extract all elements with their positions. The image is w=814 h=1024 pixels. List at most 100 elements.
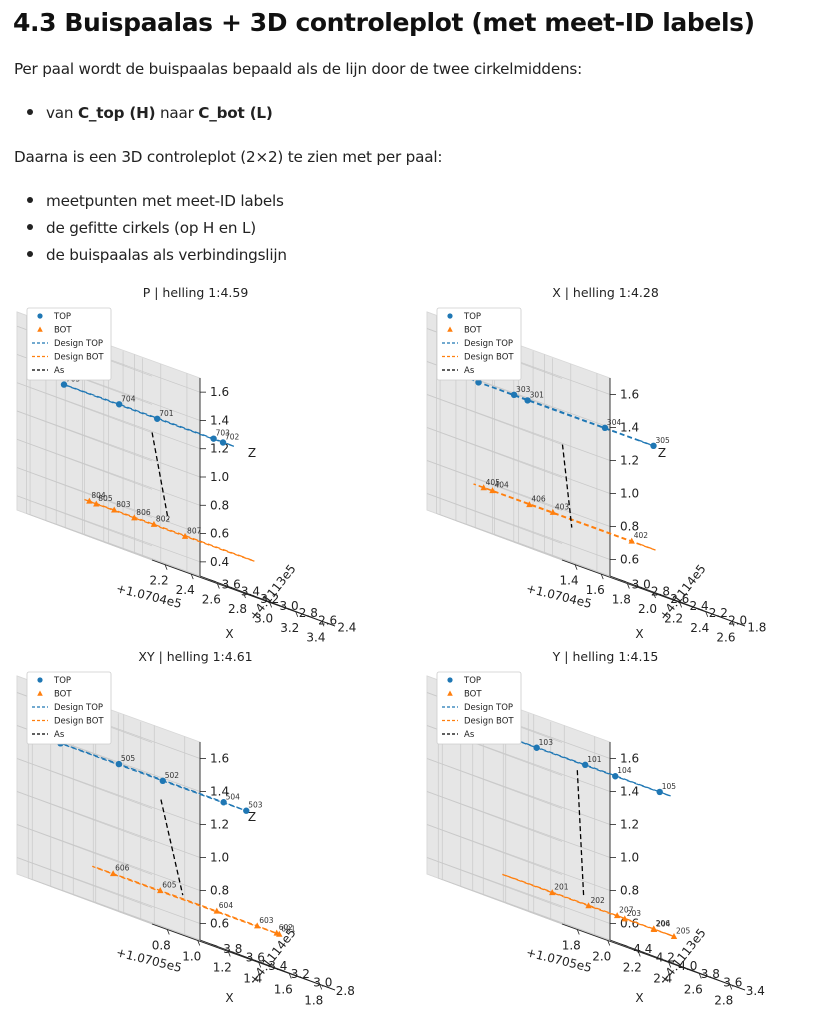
legend-box [26,307,112,381]
legend-label: As [464,366,475,376]
bot-point-label: 207 [619,906,634,915]
top-point [524,397,531,404]
list-item: de gefitte cirkels (op H en L) [27,219,256,237]
bot-point [670,932,678,939]
intro2-paragraph: Daarna is een 3D controleplot (2×2) te z… [14,148,443,166]
chart-p: P | helling 1:4.592.22.42.62.83.03.23.42… [16,285,356,644]
z-tick-label: 0.8 [620,520,639,534]
list-item-text: de gefitte cirkels (op H en L) [46,219,256,237]
bot-point-label: 803 [116,500,131,509]
y-tick-label: 2.8 [651,585,670,599]
grid-line-z [426,493,611,560]
bot-point [131,514,138,521]
z-tick-label: 1.6 [210,752,229,766]
y-tick [696,607,703,611]
legend-label: TOP [53,312,71,322]
z-tick-label: 0.8 [620,884,639,898]
bot-point [109,870,117,877]
z-tick-label: 1.6 [620,388,639,402]
grid-line-z [16,410,201,478]
bot-point [549,508,557,515]
z-axis-label: Z [248,446,256,460]
bot-point [613,912,621,919]
bot-point-label: 402 [634,531,649,540]
z-tick-label: 0.8 [210,884,229,898]
z-tick-label: 1.0 [620,851,639,865]
y-axis-line [609,939,746,991]
list-item-text: meetpunten met meet-ID labels [46,192,284,210]
chart-title: XY | helling 1:4.61 [138,649,252,664]
z-tick-label: 1.4 [620,785,639,799]
pile-axis-line [160,799,184,896]
bot-point-label: 201 [554,883,569,892]
x-tick [227,951,231,957]
x-tick-label: 2.6 [684,983,703,997]
y-tick [301,977,308,980]
chart-legend: TOP BOT Design TOP Design BOT As [436,671,522,745]
y-tick-label: 2.0 [728,613,747,627]
y-tick-label: 3.0 [313,976,332,990]
pile-axis-line [576,770,585,898]
z-tick-label: 1.0 [210,470,229,484]
bot-point-label: 802 [156,514,171,523]
bullet-dot-icon [27,196,33,203]
chart-title: P | helling 1:4.59 [143,285,249,300]
y-tick [643,952,650,955]
list-item: de buispaalas als verbindingslijn [27,246,287,264]
section-heading: 4.3 Buispaalas + 3D controleplot (met me… [13,8,755,37]
x-tick [269,602,273,608]
x-tick-label: 1.0 [182,950,201,964]
design-bot-circle [502,873,675,938]
grid-line-z [426,791,611,858]
y-tick-label: 2.4 [337,620,356,634]
y-tick-label: 2.8 [299,606,318,620]
y-tick-label: 3.0 [280,599,299,613]
legend-label: BOT [464,326,482,336]
y-tick-label: 2.8 [336,984,355,998]
x-tick-label: 2.2 [150,574,169,588]
bot-point [213,907,220,914]
c-bot-label: C_bot (L) [198,104,273,122]
legend-label: As [54,730,65,740]
bot-point [489,487,496,494]
bullet-dot-icon [27,108,33,115]
x-tick [729,984,733,990]
x-tick-label: 1.6 [274,983,293,997]
x-tick-label: 2.6 [716,630,735,644]
bot-point [526,501,533,508]
x-tick-label: 2.4 [653,972,672,986]
top-point-label: 101 [587,755,602,764]
grid-line-y [28,877,212,945]
bot-point-label: 404 [495,481,510,490]
x-tick [216,583,220,589]
x-tick [197,940,201,946]
x-tick [574,564,578,570]
x-tick [166,929,170,935]
x-tick [288,973,292,979]
x-tick [321,621,325,627]
y-tick [305,614,313,618]
z-tick-label: 1.6 [620,752,639,766]
top-point-label: 104 [617,766,632,775]
y-tick-label: 3.6 [246,951,265,965]
x-tick [679,602,683,608]
top-point-label: 103 [539,738,554,747]
y-tick [228,586,236,590]
x-tick-label: 3.4 [306,630,325,644]
list-item-text: de buispaalas als verbindingslijn [46,246,287,264]
grid-line-z [16,438,201,506]
bot-point-label: 202 [591,896,606,905]
grid-line-z [426,427,611,494]
y-tick-label: 4.0 [678,959,697,973]
top-point [60,381,68,388]
bullet-dot-icon [27,250,33,257]
chart-title: Y | helling 1:4.15 [552,649,659,664]
top-point [154,415,161,422]
bot-point [181,532,189,539]
y-tick [735,622,742,625]
x-tick [607,940,611,946]
legend-label: TOP [463,676,481,686]
legend-label: Design TOP [54,703,103,713]
bot-point-label: 604 [219,901,234,910]
y-tick-label: 4.2 [656,951,675,965]
